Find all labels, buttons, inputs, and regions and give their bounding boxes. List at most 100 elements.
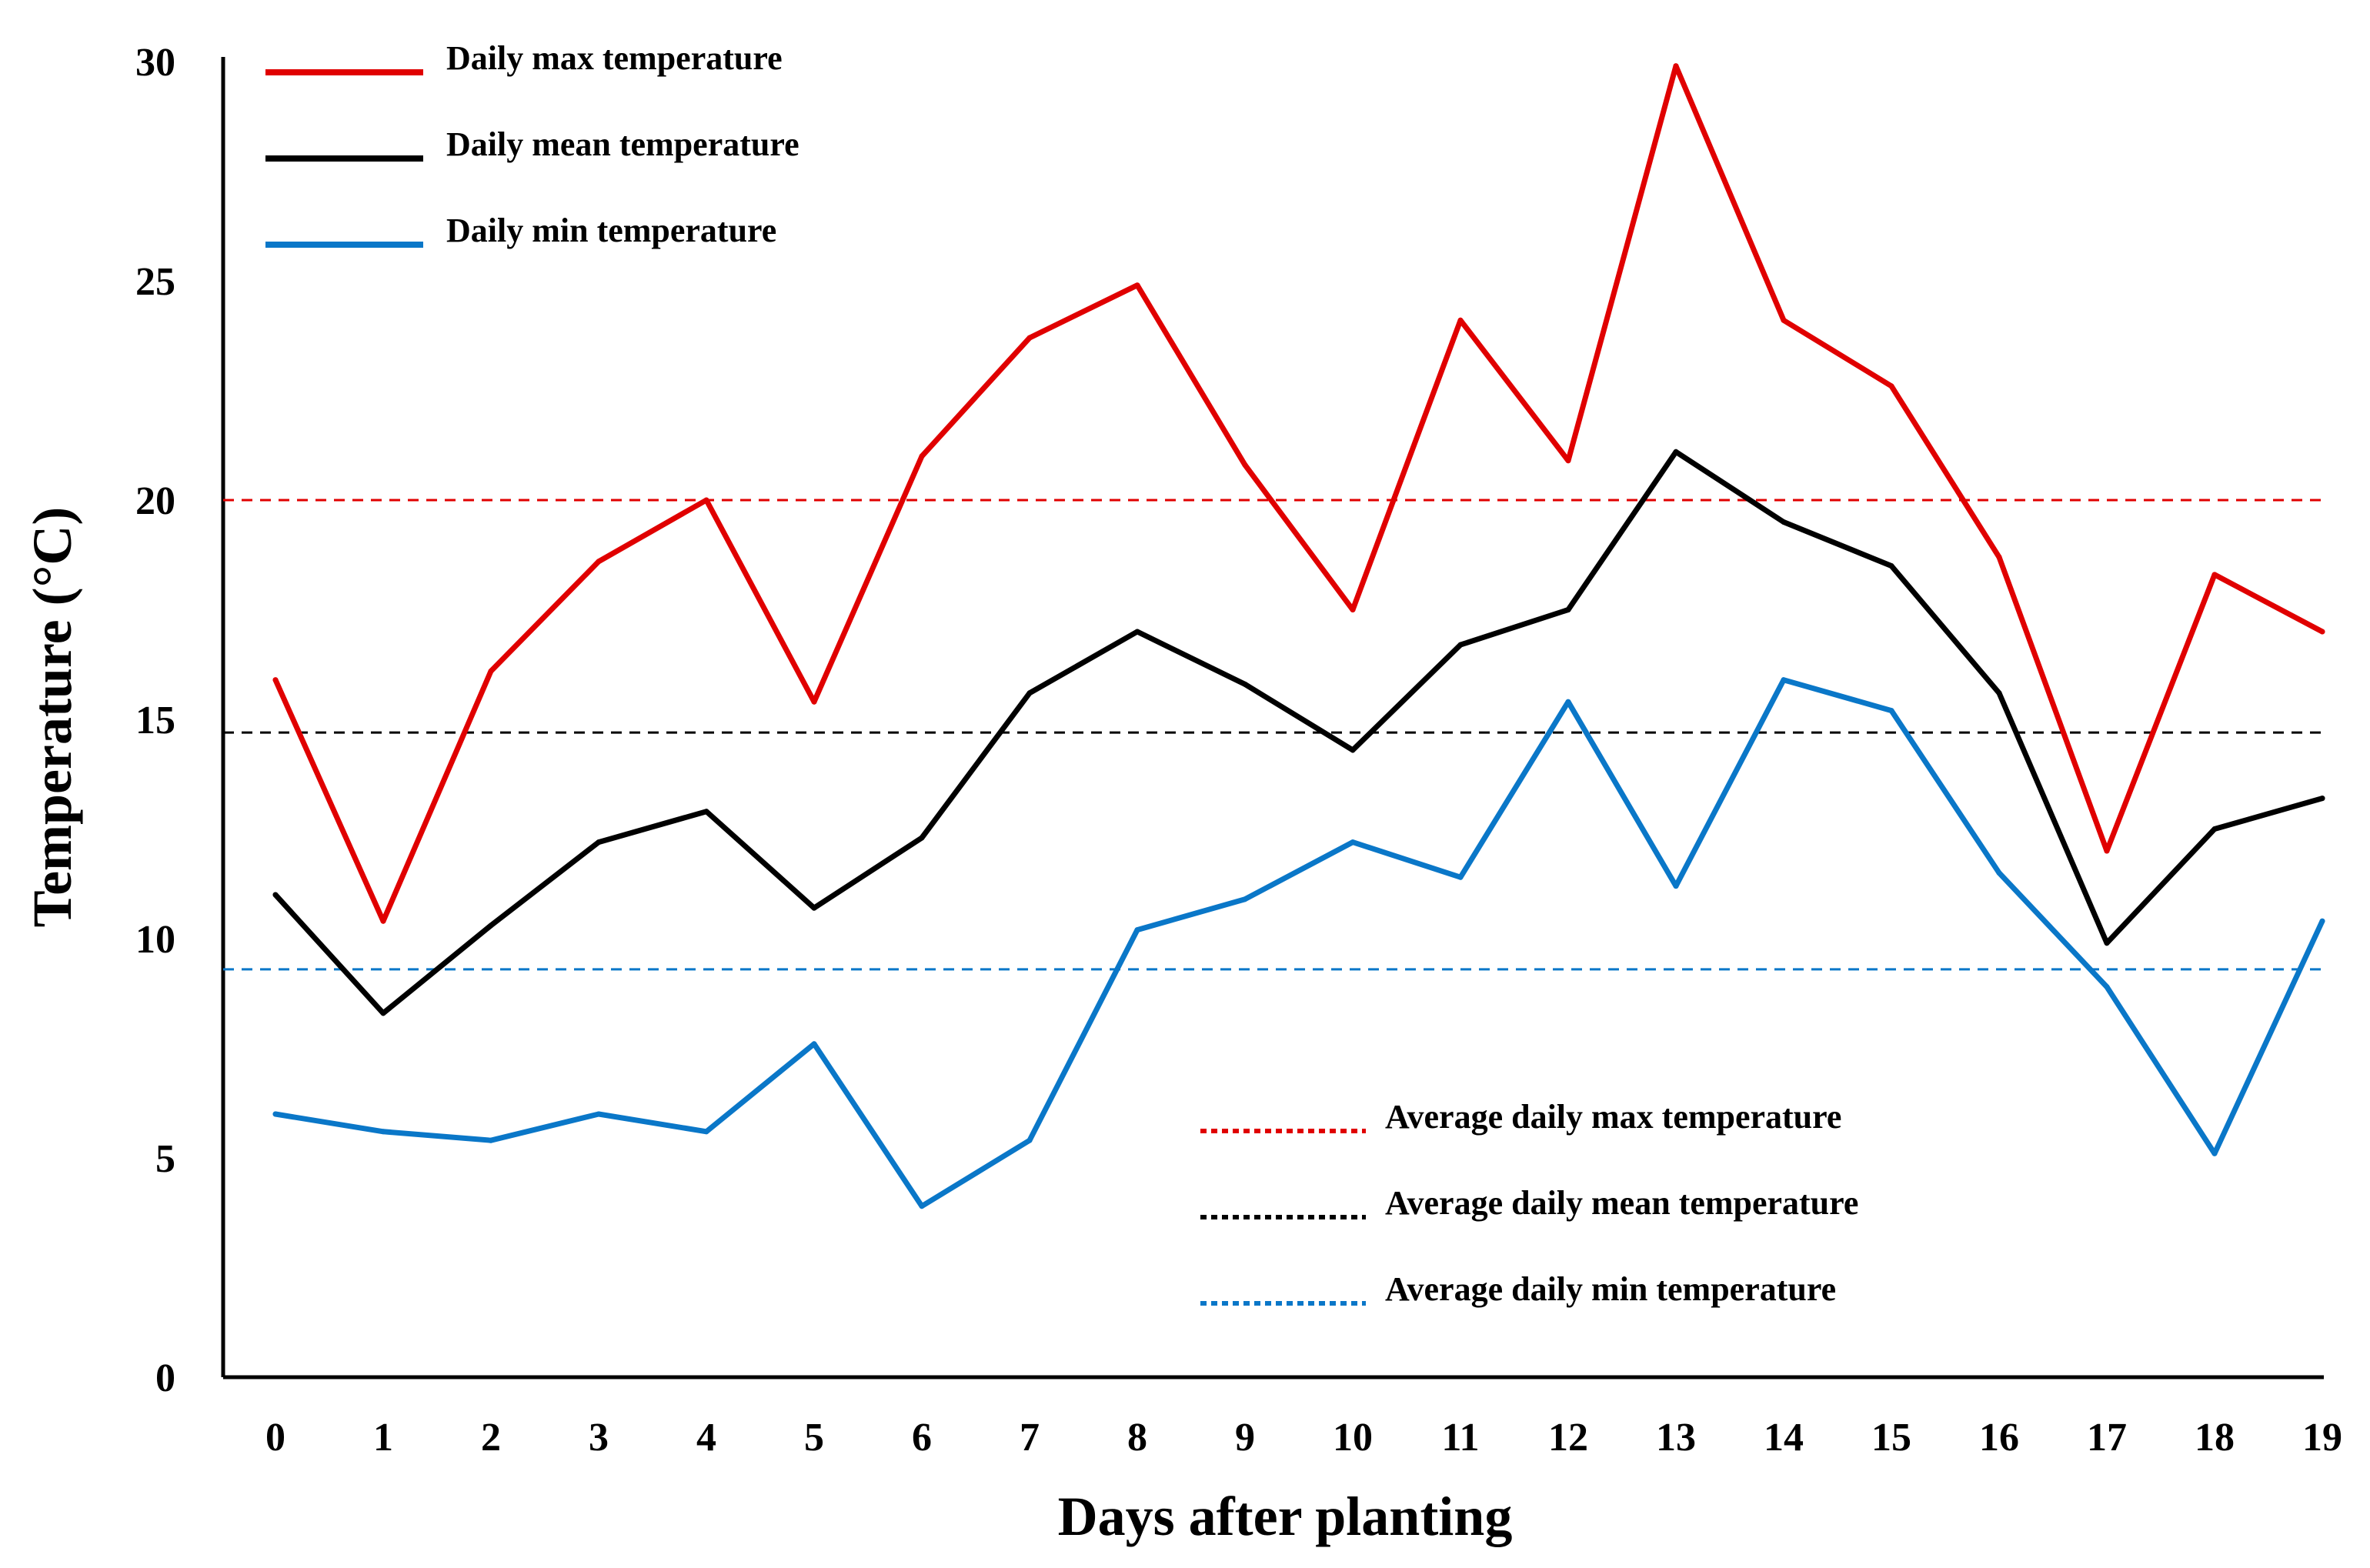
data-point-daily-min (1673, 883, 1679, 889)
data-point-daily-max (488, 668, 494, 674)
data-point-daily-mean (811, 905, 817, 911)
data-point-daily-min (1888, 708, 1894, 714)
data-point-daily-mean (1457, 642, 1464, 648)
data-point-daily-min (1457, 874, 1464, 880)
data-point-daily-mean (2104, 940, 2110, 946)
data-point-daily-max (1565, 458, 1571, 464)
data-point-daily-max (1996, 554, 2002, 560)
data-point-daily-max (919, 453, 925, 459)
x-tick-label: 14 (1764, 1416, 1804, 1460)
data-point-daily-min (272, 1111, 279, 1117)
data-point-daily-min (2104, 984, 2110, 990)
data-point-daily-min (1242, 896, 1248, 902)
data-point-daily-min (1026, 1137, 1033, 1143)
data-point-daily-mean (2211, 826, 2218, 832)
series-line-daily-mean (272, 449, 2325, 1016)
data-point-daily-mean (1996, 690, 2002, 696)
data-point-daily-max (1242, 462, 1248, 468)
x-tick-label: 4 (696, 1416, 716, 1460)
legend-label-daily-min: Daily min temperature (446, 212, 776, 249)
y-tick-label: 20 (135, 479, 175, 523)
data-point-daily-max (1888, 383, 1894, 389)
data-point-daily-min (1134, 927, 1140, 933)
data-point-daily-min (2211, 1150, 2218, 1156)
x-tick-label: 2 (481, 1416, 501, 1460)
data-point-daily-mean (919, 835, 925, 841)
data-point-daily-mean (703, 809, 709, 815)
y-tick-label: 5 (155, 1137, 175, 1181)
data-point-daily-mean (488, 922, 494, 929)
data-point-daily-mean (1781, 519, 1787, 525)
x-tick-labels: 0 1 2 3 4 5 6 7 8 9 10 11 12 13 14 15 16 17 18 19 (265, 1416, 2342, 1460)
data-point-daily-max (703, 497, 709, 503)
x-tick-label: 6 (912, 1416, 932, 1460)
data-point-daily-min (1781, 677, 1787, 683)
data-point-daily-max (1350, 607, 1356, 612)
data-point-daily-mean (380, 1010, 386, 1016)
x-tick-label: 10 (1333, 1416, 1373, 1460)
x-tick-label: 13 (1656, 1416, 1696, 1460)
data-point-daily-mean (272, 892, 279, 898)
data-point-daily-min (919, 1203, 925, 1209)
data-point-daily-max (1457, 317, 1464, 323)
data-point-daily-mean (596, 839, 602, 846)
data-point-daily-max (2211, 572, 2218, 578)
data-point-daily-max (1781, 317, 1787, 323)
data-point-daily-min (703, 1129, 709, 1135)
data-point-daily-min (1565, 699, 1571, 705)
data-point-daily-max (380, 918, 386, 924)
x-tick-label: 7 (1020, 1416, 1040, 1460)
legend-label-daily-mean: Daily mean temperature (446, 125, 799, 163)
legend-label-average-mean: Average daily mean temperature (1385, 1184, 1858, 1222)
data-point-daily-mean (1242, 681, 1248, 687)
y-tick-label: 10 (135, 918, 175, 962)
data-point-daily-max (2104, 848, 2110, 854)
data-point-daily-min (1350, 839, 1356, 846)
data-point-daily-mean (1134, 629, 1140, 635)
series-line-daily-min (272, 677, 2325, 1209)
y-tick-label: 30 (135, 41, 175, 85)
y-tick-label: 15 (135, 699, 175, 742)
y-tick-label: 0 (155, 1356, 175, 1400)
x-tick-label: 0 (265, 1416, 285, 1460)
data-point-daily-min (380, 1129, 386, 1135)
data-point-daily-max (1026, 335, 1033, 341)
data-point-daily-min (811, 1041, 817, 1047)
data-point-daily-max (811, 699, 817, 705)
data-point-daily-min (488, 1137, 494, 1143)
y-tick-labels: 0 5 10 15 20 25 30 (135, 41, 175, 1400)
x-tick-label: 3 (589, 1416, 609, 1460)
x-tick-label: 1 (373, 1416, 393, 1460)
x-tick-label: 19 (2302, 1416, 2342, 1460)
data-point-daily-min (596, 1111, 602, 1117)
x-tick-label: 17 (2087, 1416, 2127, 1460)
data-point-daily-min (1996, 870, 2002, 876)
series-lines (272, 63, 2325, 1209)
data-point-daily-max (1673, 63, 1679, 69)
x-tick-label: 18 (2195, 1416, 2235, 1460)
data-point-daily-max (1134, 282, 1140, 289)
x-tick-label: 12 (1548, 1416, 1588, 1460)
y-tick-label: 25 (135, 260, 175, 304)
data-point-daily-max (272, 677, 279, 683)
data-point-daily-min (2319, 918, 2325, 924)
legend-label-average-max: Average daily max temperature (1385, 1098, 1841, 1136)
data-point-daily-mean (1673, 449, 1679, 455)
data-point-daily-mean (1026, 690, 1033, 696)
legend-label-average-min: Average daily min temperature (1385, 1270, 1836, 1308)
x-tick-label: 8 (1127, 1416, 1147, 1460)
data-point-daily-max (596, 559, 602, 565)
x-tick-label: 15 (1871, 1416, 1911, 1460)
legend-label-daily-max: Daily max temperature (446, 39, 783, 77)
series-line-daily-max (272, 63, 2325, 924)
data-point-daily-mean (1350, 747, 1356, 753)
data-point-daily-mean (1565, 607, 1571, 612)
data-point-daily-max (2319, 629, 2325, 635)
x-tick-label: 9 (1235, 1416, 1255, 1460)
x-tick-label: 16 (1979, 1416, 2019, 1460)
y-axis-title: Temperature (°C) (22, 507, 83, 928)
data-point-daily-mean (2319, 796, 2325, 802)
data-point-daily-mean (1888, 563, 1894, 569)
